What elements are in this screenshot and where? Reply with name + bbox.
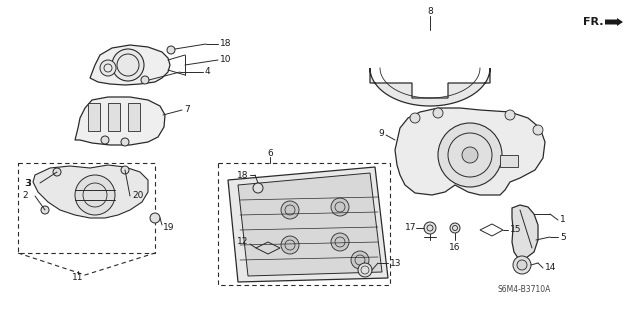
Text: 20: 20 <box>132 191 143 201</box>
Text: S6M4-B3710A: S6M4-B3710A <box>497 286 550 294</box>
Circle shape <box>121 166 129 174</box>
Text: 3: 3 <box>25 179 31 188</box>
Bar <box>108 103 120 131</box>
Text: 18: 18 <box>237 170 248 180</box>
Circle shape <box>112 49 144 81</box>
Polygon shape <box>75 97 165 145</box>
Text: 8: 8 <box>427 8 433 17</box>
Text: 13: 13 <box>390 258 401 268</box>
Circle shape <box>167 46 175 54</box>
Circle shape <box>121 138 129 146</box>
Text: 15: 15 <box>510 226 522 234</box>
Text: 7: 7 <box>184 106 189 115</box>
Text: 14: 14 <box>545 263 556 272</box>
Text: 19: 19 <box>163 224 175 233</box>
Polygon shape <box>370 68 490 106</box>
Text: FR.: FR. <box>583 17 604 27</box>
Text: 10: 10 <box>220 56 232 64</box>
Circle shape <box>53 168 61 176</box>
Circle shape <box>281 236 299 254</box>
Circle shape <box>331 233 349 251</box>
Circle shape <box>410 113 420 123</box>
Circle shape <box>75 175 115 215</box>
Circle shape <box>41 206 49 214</box>
Text: 18: 18 <box>220 40 232 48</box>
Circle shape <box>433 108 443 118</box>
Text: 16: 16 <box>449 243 461 252</box>
Circle shape <box>358 263 372 277</box>
Circle shape <box>141 76 149 84</box>
Circle shape <box>331 198 349 216</box>
Text: 9: 9 <box>378 129 384 137</box>
Text: 2: 2 <box>22 191 28 201</box>
Circle shape <box>101 136 109 144</box>
Bar <box>128 103 140 131</box>
Circle shape <box>351 251 369 269</box>
Polygon shape <box>33 165 148 218</box>
FancyArrow shape <box>605 18 623 26</box>
Text: 1: 1 <box>560 216 566 225</box>
Polygon shape <box>512 205 538 258</box>
Text: 6: 6 <box>267 150 273 159</box>
Polygon shape <box>228 167 388 282</box>
Text: 11: 11 <box>72 273 84 283</box>
Polygon shape <box>395 108 545 195</box>
Circle shape <box>424 222 436 234</box>
Circle shape <box>281 201 299 219</box>
Circle shape <box>150 213 160 223</box>
Circle shape <box>462 147 478 163</box>
Circle shape <box>517 260 527 270</box>
Polygon shape <box>238 173 382 276</box>
Text: 12: 12 <box>237 238 248 247</box>
Circle shape <box>505 110 515 120</box>
Bar <box>18 163 155 253</box>
Text: 4: 4 <box>205 68 211 77</box>
Polygon shape <box>90 45 170 85</box>
Bar <box>218 163 390 285</box>
Circle shape <box>253 183 263 193</box>
Text: 5: 5 <box>560 233 566 241</box>
Text: 3: 3 <box>25 179 31 188</box>
Circle shape <box>100 60 116 76</box>
Circle shape <box>438 123 502 187</box>
Text: 17: 17 <box>404 224 416 233</box>
Circle shape <box>450 223 460 233</box>
Bar <box>500 155 518 167</box>
Bar <box>88 103 100 131</box>
Circle shape <box>513 256 531 274</box>
Circle shape <box>533 125 543 135</box>
Text: 3: 3 <box>24 179 30 188</box>
